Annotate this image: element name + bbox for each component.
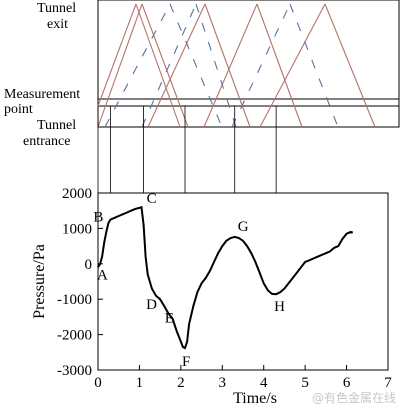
measurement-point-label-line2: point — [4, 102, 33, 117]
expansion-wave-line — [203, 3, 258, 128]
point-label-h: H — [274, 299, 285, 315]
x-tick-label: 1 — [136, 375, 144, 391]
y-tick-label: 0 — [85, 257, 93, 273]
expansion-wave-line — [256, 3, 303, 128]
pressure-curve — [97, 205, 354, 350]
x-tick-label: 6 — [343, 375, 351, 391]
expansion-wave-line — [204, 3, 251, 128]
x-tick-label: 3 — [219, 375, 227, 391]
point-label-e: E — [165, 311, 174, 327]
point-label-c: C — [147, 191, 157, 207]
y-axis-ticks: 2000 1000 0 -1000 -2000 -3000 — [57, 186, 103, 379]
pressure-chart: 2000 1000 0 -1000 -2000 -3000 0 1 2 3 4 5 6 7 A B C DE F… — [31, 186, 392, 407]
point-label-b: B — [93, 210, 103, 226]
compression-wave-line — [104, 3, 171, 128]
y-tick-label: 2000 — [62, 186, 92, 202]
point-label-f: F — [182, 354, 190, 370]
point-annotations: A B C DE F G H — [93, 191, 285, 370]
x-tick-label: 2 — [177, 375, 185, 391]
connector-lines — [97, 106, 277, 193]
reflected-wave-paths — [104, 3, 339, 128]
point-label-d: D — [146, 297, 157, 313]
x-axis-ticks: 0 1 2 3 4 5 6 7 — [94, 365, 392, 391]
tunnel-exit-label-line1: Tunnel — [37, 1, 76, 16]
x-tick-label: 0 — [94, 375, 102, 391]
diagram-frame — [97, 0, 400, 128]
expansion-wave-line — [97, 3, 143, 128]
compression-wave-line — [195, 3, 237, 128]
exit-wave-paths — [97, 3, 376, 128]
x-tick-label: 5 — [301, 375, 309, 391]
expansion-wave-line — [259, 3, 326, 128]
tunnel-entrance-label-line2: entrance — [23, 134, 70, 149]
expansion-wave-line — [147, 3, 206, 128]
y-axis-label: Pressure/Pa — [31, 244, 48, 319]
expansion-wave-line — [324, 3, 376, 128]
y-tick-label: -1000 — [57, 292, 92, 308]
compression-wave-line — [231, 3, 291, 128]
wave-diagram: Tunnel exit Measurement point Tunnel ent… — [4, 0, 400, 149]
point-label-a: A — [97, 267, 108, 283]
point-label-g: G — [238, 219, 249, 235]
compression-wave-line — [141, 3, 197, 128]
plot-frame — [97, 192, 389, 371]
x-axis-label: Time/s — [233, 390, 277, 407]
x-tick-label: 7 — [384, 375, 392, 391]
y-tick-label: -3000 — [57, 363, 92, 379]
measurement-point-label-line1: Measurement — [4, 87, 80, 102]
watermark: @有色金属在线 — [312, 390, 396, 405]
y-tick-label: -2000 — [57, 328, 92, 344]
compression-wave-line — [289, 3, 339, 128]
x-tick-label: 4 — [260, 375, 268, 391]
y-tick-label: 1000 — [62, 221, 92, 237]
expansion-wave-line — [97, 3, 137, 107]
expansion-wave-line — [141, 3, 189, 128]
tunnel-entrance-label-line1: Tunnel — [37, 118, 76, 133]
compression-wave-line — [169, 3, 223, 128]
expansion-wave-line — [135, 3, 181, 128]
tunnel-exit-label-line2: exit — [47, 17, 68, 32]
